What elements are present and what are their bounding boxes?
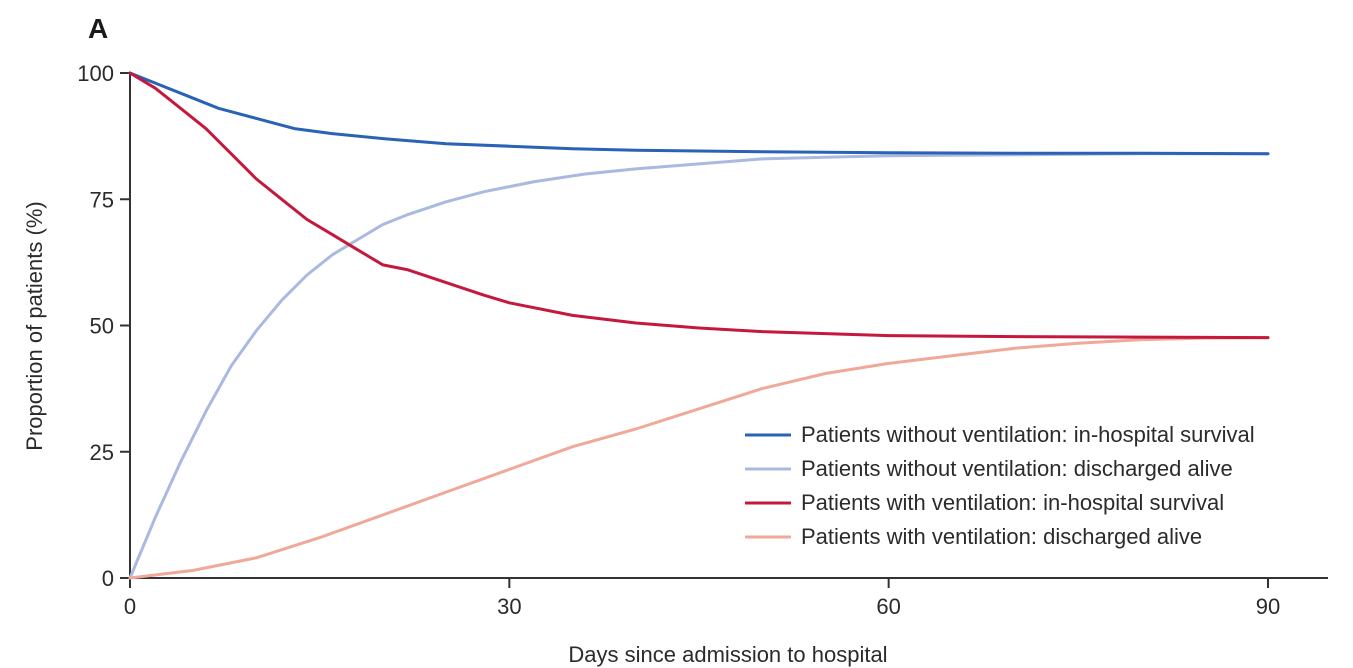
- x-tick-label: 30: [497, 594, 521, 619]
- series-line-4: [128, 336, 1270, 580]
- series-line-3: [128, 71, 1270, 340]
- y-tick-label: 75: [90, 187, 114, 212]
- legend-label-1: Patients without ventilation: in-hospita…: [801, 422, 1255, 447]
- series-line-1: [128, 71, 1270, 156]
- series-layer: [128, 71, 1270, 580]
- x-tick-label: 0: [124, 594, 136, 619]
- legend-label-4: Patients with ventilation: discharged al…: [801, 524, 1202, 549]
- legend-label-2: Patients without ventilation: discharged…: [801, 456, 1233, 481]
- axes: 0 25 50 75 100 0 30 60 90: [77, 61, 1328, 619]
- x-tick-label: 60: [876, 594, 900, 619]
- series-line-2: [128, 152, 1270, 580]
- y-tick-label: 0: [102, 566, 114, 591]
- y-tick-label: 25: [90, 440, 114, 465]
- y-tick-label: 50: [90, 314, 114, 339]
- panel-label: A: [88, 13, 108, 44]
- y-axis-label: Proportion of patients (%): [22, 201, 47, 450]
- legend-label-3: Patients with ventilation: in-hospital s…: [801, 490, 1224, 515]
- x-tick-label: 90: [1256, 594, 1280, 619]
- legend: Patients without ventilation: in-hospita…: [745, 422, 1255, 549]
- y-tick-label: 100: [77, 61, 114, 86]
- x-axis-label: Days since admission to hospital: [568, 642, 887, 667]
